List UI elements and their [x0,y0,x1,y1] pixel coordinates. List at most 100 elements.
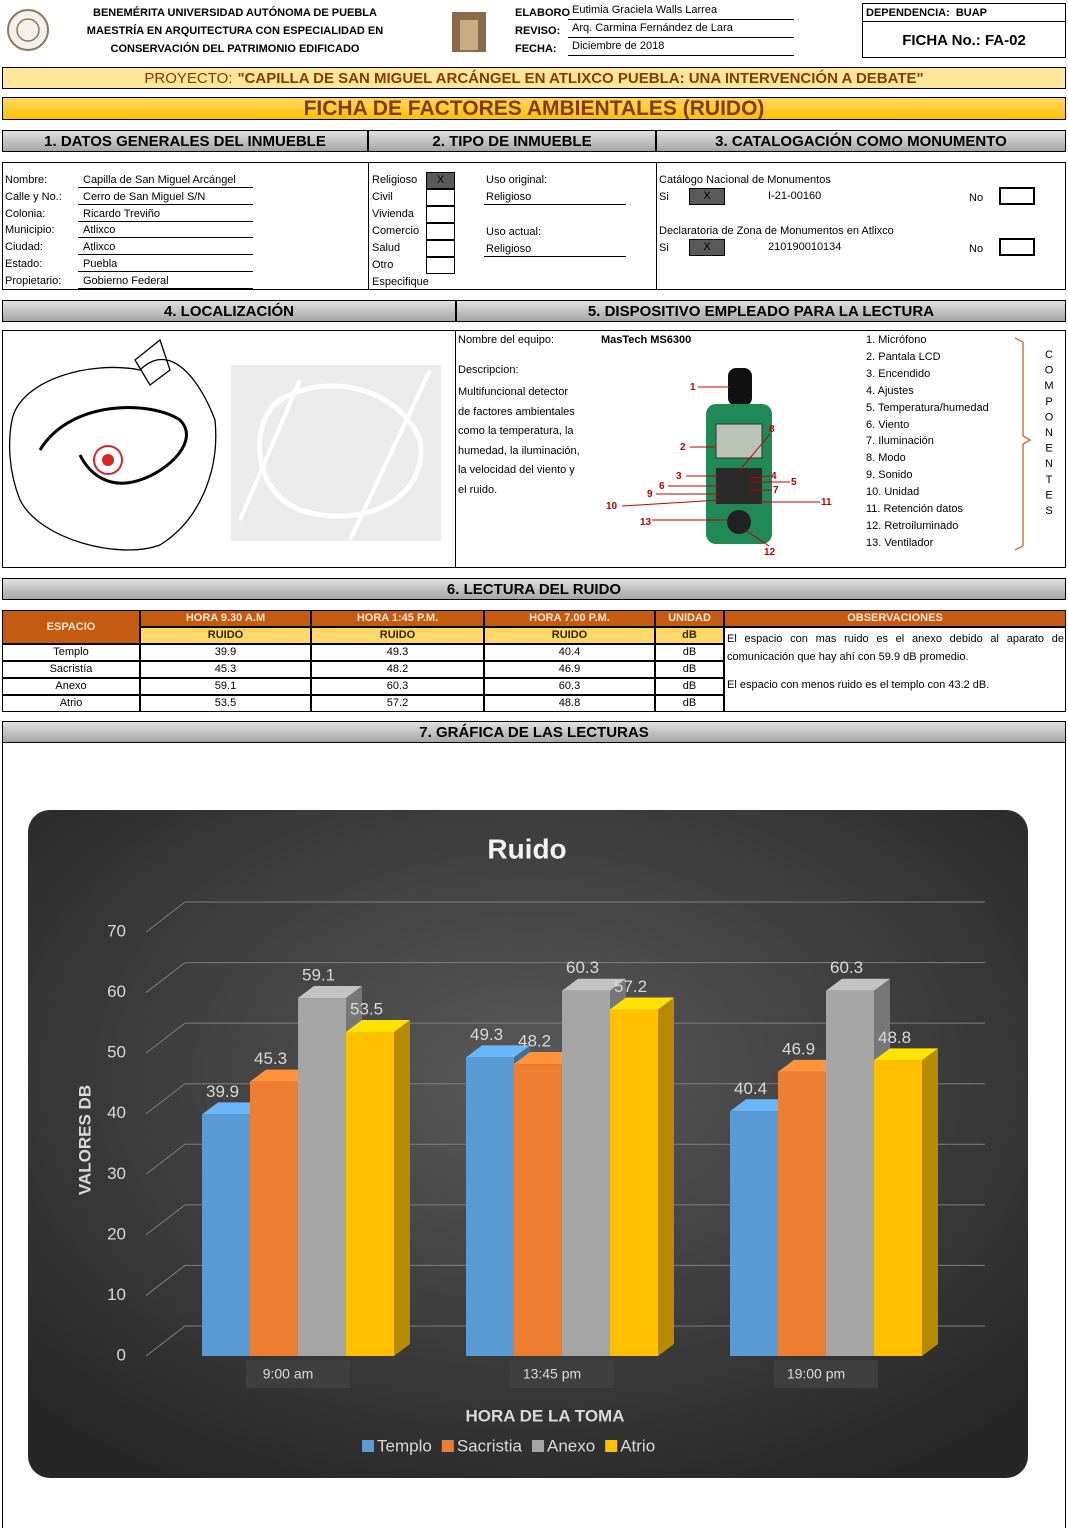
field-value: Puebla [83,258,118,270]
type-box [426,223,455,240]
field-label: Propietario: [5,274,62,287]
field-value: Gobierno Federal [83,274,169,287]
credit-value: Eutimia Graciela Walls Larrea [572,4,718,16]
table-row-label: Atrio [2,695,140,712]
data-label: 48.2 [518,1032,551,1051]
underline [78,271,253,272]
table-header: OBSERVACIONES [724,610,1066,627]
bar [466,1057,514,1356]
observation: El espacio con menos ruido es el templo … [727,679,990,691]
component-item: 5. Temperatura/humedad [866,401,989,414]
field-label: Estado: [5,258,43,270]
component-item: 3. Encendido [866,367,931,380]
device-callout: 6 [659,481,665,492]
chapel-facade [460,20,478,50]
dependencia-box [862,3,1066,58]
y-tick-label: 40 [107,1103,126,1122]
device-description: el ruido. [458,484,498,496]
ficha-number: FICHA No.: FA-02 [902,32,1026,49]
x-axis-label: HORA DE LA TOMA [466,1406,625,1425]
components-bracket [1014,337,1032,551]
table-cell: dB [655,678,724,695]
field-label: Municipio: [5,224,55,237]
bar-side [922,1048,938,1356]
y-tick-label: 10 [107,1285,126,1304]
underline [78,203,253,205]
table-subheader: RUIDO [484,627,655,644]
table-cell: 60.3 [311,678,484,695]
chart-title: Ruido [487,833,566,864]
legend-label: Sacristia [457,1436,523,1455]
underline [78,287,253,289]
table-subheader: RUIDO [311,627,484,644]
bar-top [562,978,626,991]
type-option: Civil [372,191,393,203]
data-label: 45.3 [254,1049,287,1068]
type-option: Religioso [372,174,418,186]
data-label: 60.3 [566,958,599,977]
grid-line [145,1325,985,1357]
divider [368,162,369,290]
legend-label: Atrio [620,1436,655,1455]
data-label: 53.5 [350,999,383,1018]
category-box [774,1360,878,1388]
table-cell: 60.3 [484,678,655,695]
table-cell: dB [655,695,724,712]
project-name: "CAPILLA DE SAN MIGUEL ARCÁNGEL EN ATLIX… [237,69,924,87]
table-header: UNIDAD [655,610,724,627]
catalog-title: Declaratoria de Zona de Monumentos en At… [659,225,894,237]
legend-label: Anexo [547,1436,595,1455]
catalog-no-box [999,238,1035,256]
bar-side [658,997,674,1356]
component-item: 7. Iluminación [866,435,934,448]
catalog-yes-label: Si [659,242,669,254]
map-target-center [102,454,114,466]
bar-side [394,1019,410,1356]
table-row-label: Sacristía [2,661,140,678]
component-item: 9. Sonido [866,469,913,482]
table-cell: 48.2 [311,661,484,678]
device-callout: 3 [676,471,682,482]
grid-line [145,962,985,993]
university-line: CONSERVACIÓN DEL PATRIMONIO EDIFICADO [110,43,360,55]
grid-line [145,1204,985,1236]
university-line: BENEMÉRITA UNIVERSIDAD AUTÓNOMA DE PUEBL… [93,7,377,19]
bar [826,990,874,1356]
data-label: 59.1 [302,966,335,985]
component-item: 4. Ajustes [866,384,914,397]
table-row-label: Templo [2,644,140,661]
map-target [93,445,123,475]
divider [656,162,657,290]
catalog-mark: X [689,188,725,205]
grid-line [145,901,985,933]
bar-top [610,997,674,1010]
underline [78,220,253,222]
underline [484,256,626,257]
bar-top [874,1048,938,1061]
table-header: HORA 7.00 P.M. [484,610,655,627]
observation: El espacio con mas ruido es el anexo deb… [727,633,1064,663]
legend-swatch [532,1440,544,1452]
device-description: la velocidad del viento y [458,464,575,477]
component-item: 6. Viento [866,418,910,431]
device-mic [728,368,752,406]
device-callout: 9 [647,489,653,500]
map-street [257,383,424,519]
underline [484,204,626,205]
underline [78,254,253,256]
type-option: Vivienda [372,208,414,220]
data-label: 39.9 [206,1082,239,1101]
field-value: Cerro de San Miguel S/N [83,190,206,203]
category-box [246,1360,350,1388]
bar-top [298,986,362,999]
catalog-yes-label: Si [659,191,669,203]
section-box [2,742,1066,1528]
bar-top [346,1019,410,1032]
table-cell: 48.8 [484,695,655,712]
x-tick-label: 13:45 pm [523,1366,581,1382]
device-description-label: Descripcion: [458,364,519,376]
device-callout: 10 [606,501,618,512]
field-value: Atlixco [83,241,116,254]
map-image [231,365,441,541]
